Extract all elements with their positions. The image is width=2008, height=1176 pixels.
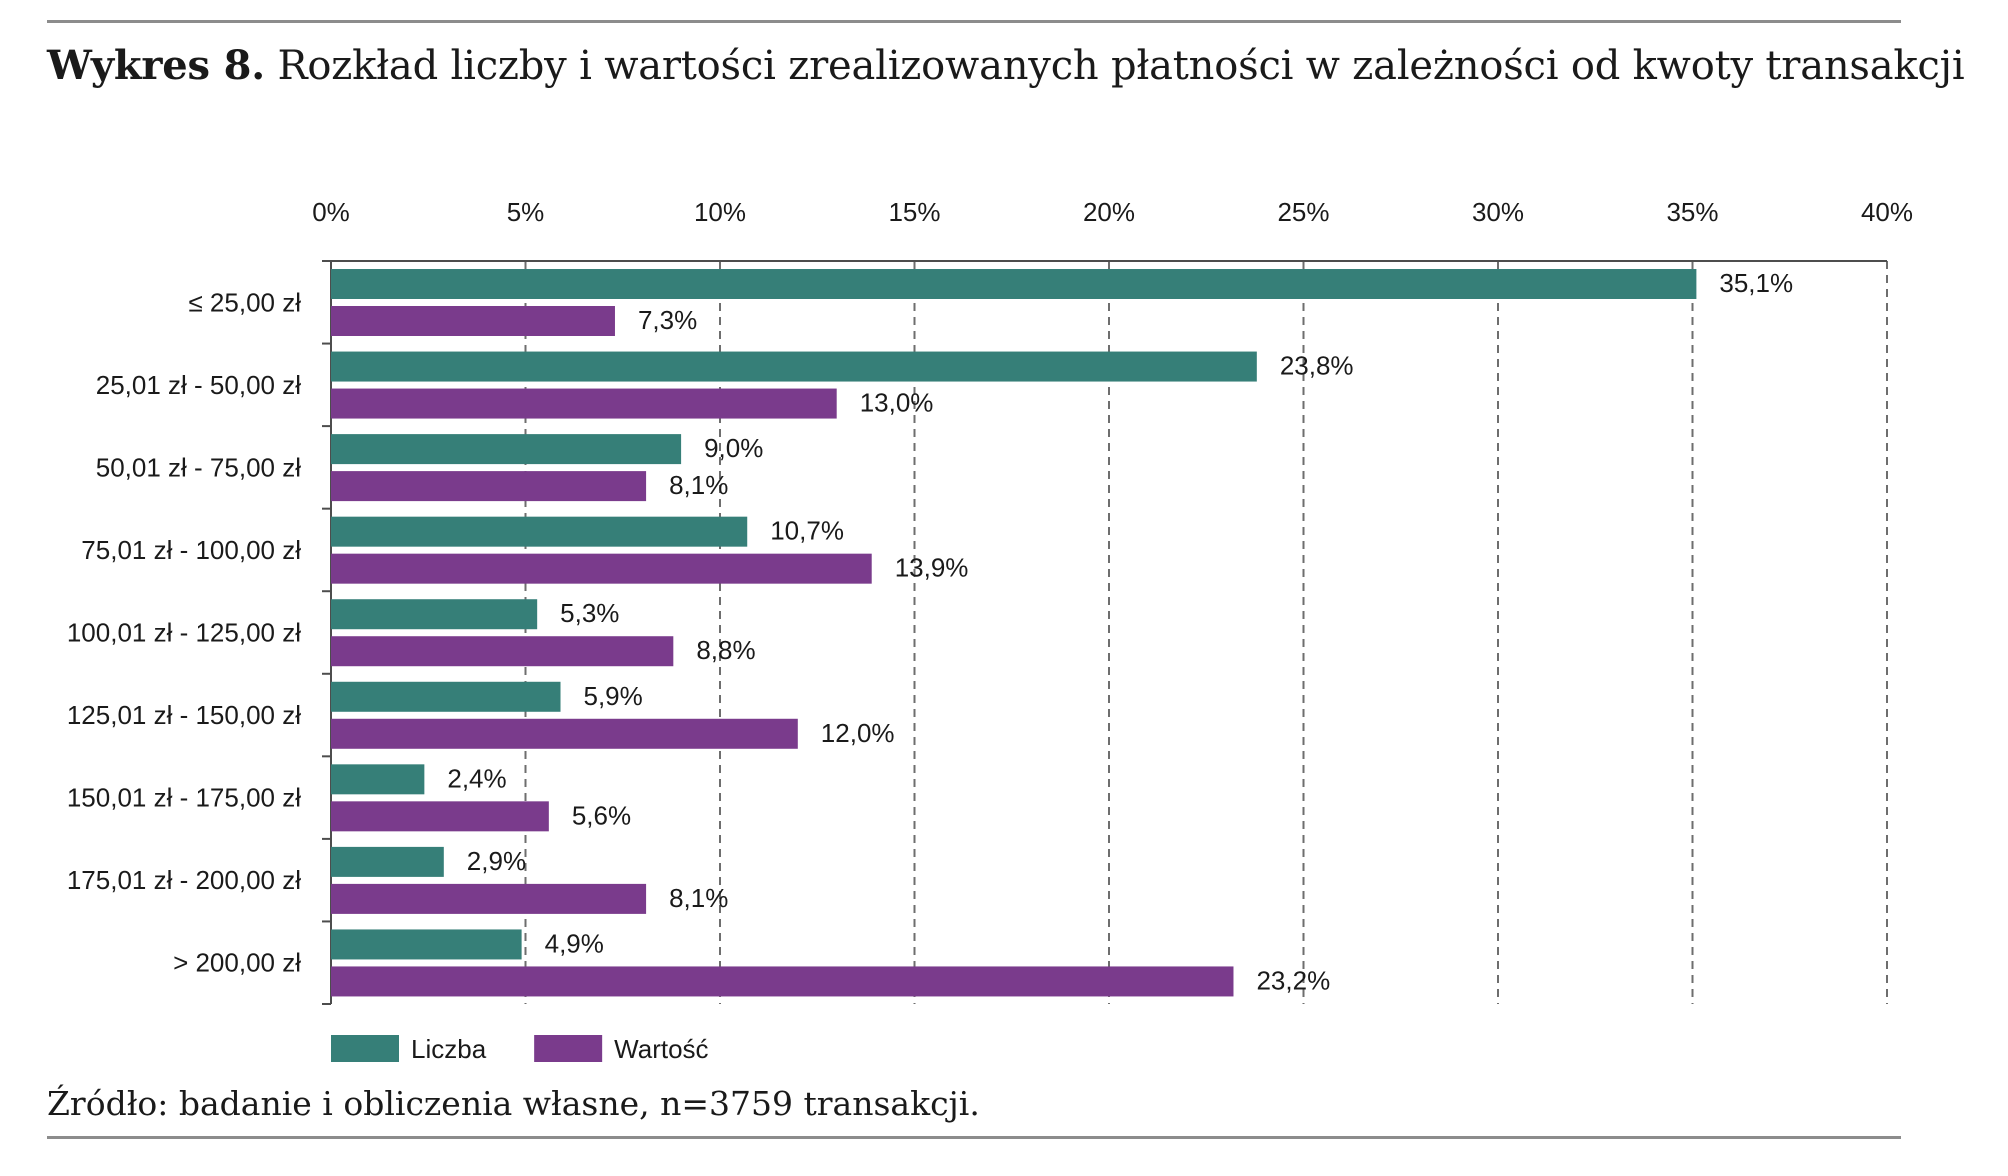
value-label: 9,0% (704, 433, 763, 463)
bar-liczba (331, 681, 561, 712)
category-label: 100,01 zł - 125,00 zł (67, 618, 301, 648)
category-label: 150,01 zł - 175,00 zł (67, 783, 301, 813)
bottom-rule (47, 1136, 1901, 1139)
bar-liczba (331, 764, 425, 795)
value-label: 8,8% (696, 635, 755, 665)
x-axis-ticks: 0% 5% 10% 15% 20% 25% 30% 35% 40% (312, 197, 1913, 227)
legend-swatch (331, 1035, 399, 1062)
x-tick-label: 40% (1861, 197, 1913, 227)
bar-wartosc (331, 883, 647, 914)
category-label: 175,01 zł - 200,00 zł (67, 865, 301, 895)
legend: Liczba Wartość (331, 1034, 709, 1064)
bar-wartosc (331, 801, 549, 832)
category-label: > 200,00 zł (173, 948, 301, 978)
source-note: Źródło: badanie i obliczenia własne, n=3… (47, 1084, 980, 1123)
value-label: 4,9% (545, 928, 604, 958)
value-label: 12,0% (821, 718, 895, 748)
value-label: 5,3% (560, 598, 619, 628)
bar-wartosc (331, 636, 674, 667)
x-tick-label: 5% (507, 197, 545, 227)
category-label: 50,01 zł - 75,00 zł (96, 452, 301, 482)
category-label: 75,01 zł - 100,00 zł (81, 535, 301, 565)
value-label: 10,7% (770, 516, 844, 546)
bar-wartosc (331, 553, 872, 584)
value-labels: 35,1% 7,3% 23,8% 13,0% 9,0% 8,1% 10,7% 13,9% 5,3… (447, 268, 1793, 995)
bar-wartosc (331, 388, 837, 419)
value-label: 13,0% (860, 388, 934, 418)
value-label: 2,9% (467, 846, 526, 876)
figure-label: Wykres 8. (47, 42, 265, 89)
value-label: 23,2% (1256, 965, 1330, 995)
x-tick-label: 25% (1277, 197, 1329, 227)
value-label: 5,6% (572, 800, 631, 830)
x-tick-label: 10% (694, 197, 746, 227)
x-tick-label: 15% (888, 197, 940, 227)
category-labels: ≤ 25,00 zł 25,01 zł - 50,00 zł 50,01 zł - … (67, 287, 301, 977)
figure-title-text: Rozkład liczby i wartości zrealizowanych… (277, 43, 1965, 89)
value-label: 13,9% (895, 553, 969, 583)
bar-wartosc (331, 966, 1234, 997)
x-tick-label: 30% (1472, 197, 1524, 227)
x-tick-label: 20% (1083, 197, 1135, 227)
top-rule (47, 20, 1901, 23)
bar-liczba (331, 599, 538, 630)
bar-liczba (331, 846, 444, 877)
value-label: 23,8% (1280, 351, 1354, 381)
legend-swatch (534, 1035, 603, 1062)
figure-title: Wykres 8. Rozkład liczby i wartości zrea… (47, 42, 1965, 89)
category-label: 125,01 zł - 150,00 zł (67, 700, 301, 730)
bar-wartosc (331, 471, 647, 502)
bar-liczba (331, 269, 1697, 299)
value-label: 7,3% (638, 305, 697, 335)
value-label: 2,4% (447, 763, 506, 793)
x-tick-label: 35% (1666, 197, 1718, 227)
grid-lines (322, 260, 1888, 1005)
bar-liczba (331, 351, 1257, 382)
bar-liczba (331, 516, 748, 547)
bars (331, 269, 1697, 997)
bar-chart: 0% 5% 10% 15% 20% 25% 30% 35% 40% ≤ 25,00 zł 25,0… (67, 197, 1913, 1064)
value-label: 8,1% (669, 883, 728, 913)
bar-wartosc (331, 306, 615, 336)
legend-label: Liczba (411, 1034, 487, 1064)
category-label: ≤ 25,00 zł (188, 287, 301, 317)
bar-liczba (331, 929, 522, 960)
value-label: 35,1% (1719, 268, 1793, 298)
category-label: 25,01 zł - 50,00 zł (96, 370, 301, 400)
x-tick-label: 0% (312, 197, 350, 227)
bar-liczba (331, 434, 682, 465)
value-label: 5,9% (584, 681, 643, 711)
legend-label: Wartość (614, 1034, 708, 1064)
value-label: 8,1% (669, 470, 728, 500)
bar-wartosc (331, 718, 798, 749)
